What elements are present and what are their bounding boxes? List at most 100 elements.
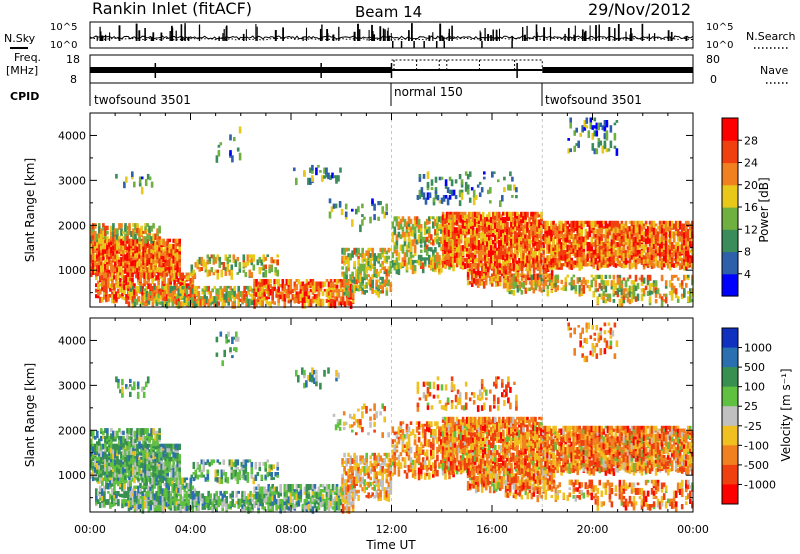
- power-cell: [610, 260, 614, 266]
- power-cell: [104, 238, 107, 244]
- power-cell: [438, 262, 441, 269]
- power-cell: [307, 291, 311, 296]
- power-cell: [508, 255, 511, 259]
- power-cell: [602, 299, 606, 304]
- power-cell: [407, 257, 411, 265]
- power-cell: [596, 228, 600, 236]
- power-cell: [190, 269, 194, 274]
- power-cell: [479, 242, 483, 250]
- power-cell: [500, 222, 503, 230]
- power-cell: [538, 252, 541, 261]
- power-cell: [447, 258, 451, 266]
- power-cell: [132, 267, 135, 274]
- power-cell: [98, 223, 101, 227]
- velocity-cell: [116, 472, 119, 480]
- power-cell: [349, 301, 353, 309]
- power-cell: [600, 252, 604, 261]
- power-cell: [636, 234, 640, 239]
- velocity-cell: [104, 448, 107, 452]
- power-cell: [395, 262, 399, 266]
- power-y-tick-label: 2000: [58, 219, 86, 232]
- power-cell: [143, 293, 147, 298]
- power-cell: [654, 239, 658, 245]
- power-cell: [586, 263, 590, 267]
- power-cell: [583, 120, 587, 128]
- power-cell: [423, 239, 427, 247]
- power-cell: [325, 288, 329, 297]
- power-cell: [504, 245, 507, 249]
- power-cell: [295, 296, 299, 303]
- power-cell: [640, 249, 644, 258]
- power-cell: [652, 220, 656, 224]
- power-cell: [598, 282, 602, 289]
- power-cell: [131, 301, 135, 308]
- power-cell: [271, 298, 274, 304]
- power-cell: [220, 262, 224, 265]
- power-cell: [586, 284, 590, 289]
- power-cell: [524, 240, 527, 246]
- power-cell: [502, 265, 506, 274]
- power-cell: [574, 263, 577, 268]
- power-cell: [397, 252, 401, 257]
- power-cell: [191, 275, 195, 283]
- power-cell: [599, 122, 603, 127]
- power-cell: [399, 234, 403, 240]
- power-cell: [116, 228, 119, 232]
- power-cell: [683, 244, 686, 248]
- power-cell: [481, 240, 485, 246]
- power-cell: [385, 290, 389, 296]
- power-cell: [154, 269, 157, 273]
- power-cell: [580, 220, 583, 224]
- power-cell: [606, 223, 610, 229]
- power-cell: [516, 211, 519, 216]
- power-cell: [136, 246, 139, 253]
- power-cell: [528, 281, 532, 285]
- power-cell: [614, 282, 618, 290]
- power-cell: [111, 280, 114, 288]
- power-cell: [183, 291, 187, 296]
- power-cell: [104, 246, 107, 254]
- power-cell: [538, 250, 541, 257]
- power-cell: [264, 272, 267, 278]
- power-cell: [134, 249, 137, 254]
- power-cell: [660, 252, 664, 257]
- power-cell: [522, 250, 525, 254]
- power-cell: [654, 244, 658, 250]
- power-cell: [264, 256, 267, 261]
- power-cell: [608, 260, 612, 264]
- power-cell: [562, 249, 565, 258]
- velocity-cell: [98, 454, 101, 461]
- power-cell: [139, 285, 143, 292]
- power-cell: [687, 220, 690, 226]
- power-cell: [550, 268, 554, 277]
- power-cell: [106, 241, 109, 245]
- power-cell: [265, 281, 268, 289]
- power-cell: [632, 228, 636, 233]
- power-cell: [609, 125, 613, 133]
- power-cell: [460, 179, 464, 185]
- power-cell: [460, 189, 464, 193]
- power-cell: [146, 173, 150, 180]
- power-cell: [169, 296, 172, 303]
- power-cell: [473, 260, 477, 266]
- power-cell: [425, 257, 429, 261]
- power-cell: [327, 301, 331, 308]
- power-cell: [687, 242, 690, 250]
- power-cell: [179, 272, 182, 280]
- velocity-cell: [114, 464, 117, 469]
- power-cell: [157, 288, 160, 295]
- power-cell: [646, 277, 650, 285]
- power-cell: [650, 252, 654, 261]
- power-cell: [119, 294, 122, 298]
- power-cell: [353, 261, 356, 268]
- power-colorbar-step: [722, 207, 738, 230]
- power-cell: [441, 219, 445, 227]
- power-cell: [610, 223, 614, 231]
- power-cell: [556, 247, 559, 253]
- power-cell: [622, 263, 626, 269]
- velocity-cell: [100, 451, 103, 457]
- power-cell: [546, 247, 549, 254]
- power-cell: [630, 296, 634, 303]
- power-cell: [548, 279, 552, 284]
